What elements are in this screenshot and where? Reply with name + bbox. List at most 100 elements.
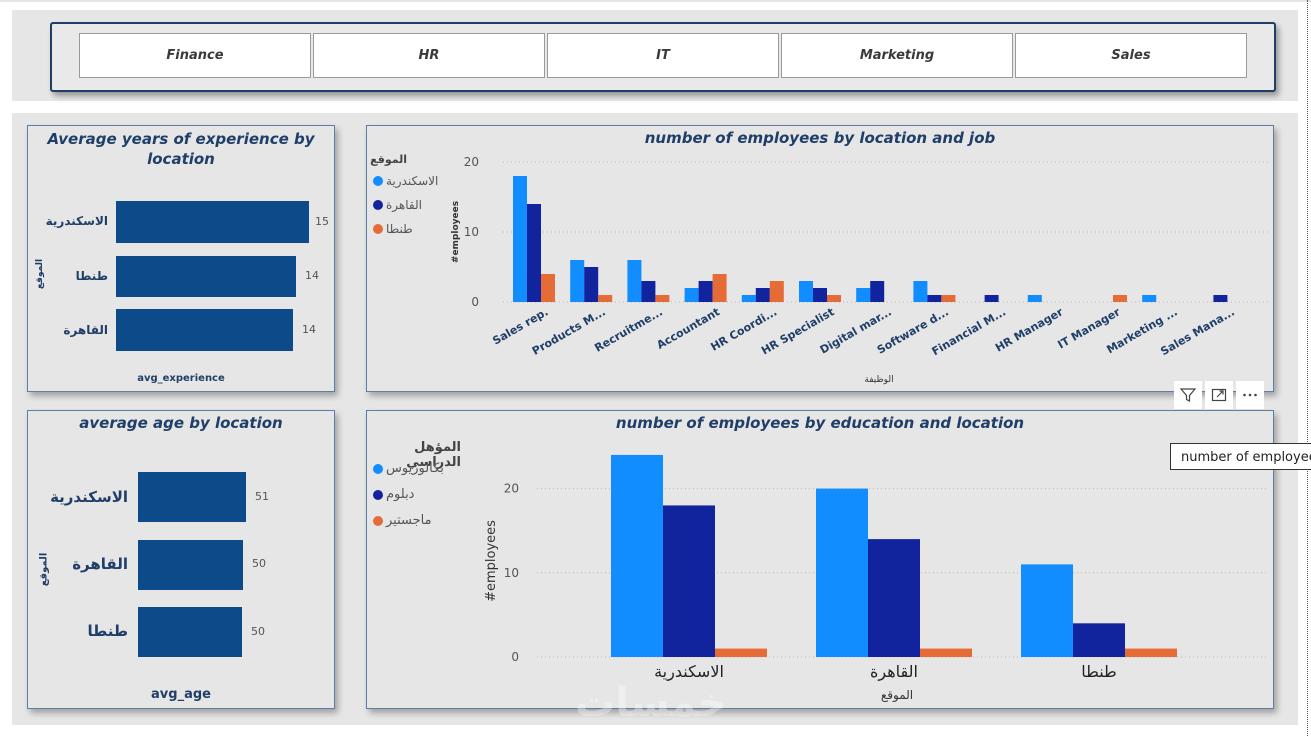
legend-label: دبلوم	[386, 487, 415, 502]
legend-marker-icon	[373, 489, 383, 500]
y-tick-label: 0	[511, 650, 519, 664]
y-axis-title: #employees	[451, 201, 461, 263]
legend-marker-icon	[373, 176, 383, 186]
bar	[527, 204, 541, 302]
experience-bar-value: 14	[302, 323, 316, 336]
more-options-icon[interactable]	[1236, 381, 1264, 409]
experience-value-axis-title: avg_experience	[137, 373, 225, 384]
experience-bar-label: القاهرة	[63, 323, 108, 337]
bar	[927, 295, 942, 302]
bar	[741, 295, 756, 302]
bar	[598, 295, 613, 302]
bar	[684, 288, 699, 302]
education-chart-plot: 0 10 20 #employees الموقع الاسكندرية القاهرة طن…	[484, 454, 1269, 703]
experience-bar[interactable]	[116, 309, 293, 351]
bar	[513, 176, 527, 302]
age-bar[interactable]	[138, 472, 246, 522]
legend-label: ماجستير	[386, 513, 432, 528]
bar	[984, 295, 999, 302]
age-bar-label: طنطا	[87, 622, 129, 640]
slicer-item-sales[interactable]: Sales	[1015, 33, 1247, 78]
experience-bar[interactable]	[116, 256, 296, 297]
bar	[813, 288, 827, 302]
education-legend-item[interactable]: بكالوريوس	[373, 461, 444, 476]
bar	[698, 281, 713, 302]
bar	[1142, 295, 1157, 302]
focus-mode-icon[interactable]	[1205, 381, 1233, 409]
slicer-item-finance[interactable]: Finance	[79, 33, 311, 78]
bar	[827, 295, 841, 302]
y-axis-title: #employees	[484, 520, 499, 602]
slicer-item-it[interactable]: IT	[547, 33, 779, 78]
bar	[769, 281, 784, 302]
jobs-chart-title: number of employees by location and job	[644, 129, 996, 147]
experience-title-line2: location	[147, 150, 215, 168]
legend-label: الاسكندرية	[386, 174, 439, 188]
bar	[570, 260, 585, 302]
watermark: خمسات	[575, 680, 727, 726]
bar	[584, 267, 599, 302]
age-by-location-visual[interactable]: average age by location الموقع الاسكندري…	[27, 410, 335, 709]
x-axis-title: الوظيفة	[864, 375, 893, 385]
legend-marker-icon	[373, 224, 383, 234]
age-bar-value: 50	[252, 557, 266, 570]
bar	[941, 295, 956, 302]
visual-tooltip: number of employees by location and job	[1170, 443, 1311, 470]
y-tick-label: 0	[471, 295, 479, 309]
jobs-legend-item[interactable]: طنطا	[373, 222, 413, 236]
employees-by-education-location-visual[interactable]: number of employees by education and loc…	[366, 410, 1274, 709]
jobs-legend-item[interactable]: الاسكندرية	[373, 174, 438, 188]
experience-bar-label: الاسكندرية	[45, 214, 108, 228]
age-bar-label: الاسكندرية	[50, 488, 128, 506]
y-tick-label: 20	[464, 155, 479, 169]
legend-marker-icon	[373, 515, 383, 526]
slicer-item-marketing[interactable]: Marketing	[781, 33, 1013, 78]
x-tick-label: الاسكندرية	[654, 662, 724, 682]
legend-marker-icon	[373, 200, 383, 210]
age-bar[interactable]	[138, 540, 243, 590]
age-bar-value: 50	[251, 625, 265, 638]
bar	[1113, 295, 1127, 302]
jobs-legend-item[interactable]: القاهرة	[373, 198, 422, 212]
experience-chart-title: Average years of experience by location	[28, 129, 334, 169]
bar	[715, 648, 767, 657]
education-legend-item[interactable]: دبلوم	[373, 487, 414, 502]
bar	[611, 454, 663, 657]
bar	[641, 281, 656, 302]
education-chart-title: number of employees by education and loc…	[615, 414, 1025, 432]
bar	[1027, 295, 1042, 302]
top-divider	[0, 0, 1311, 2]
slicer-item-hr[interactable]: HR	[313, 33, 545, 78]
legend-marker-icon	[373, 463, 383, 474]
legend-label: طنطا	[386, 222, 413, 236]
x-tick-label: القاهرة	[870, 662, 918, 682]
experience-by-location-visual[interactable]: Average years of experience by location …	[27, 125, 335, 392]
education-legend-item[interactable]: ماجستير	[373, 513, 432, 528]
age-chart-title: average age by location	[79, 414, 283, 432]
experience-bar[interactable]	[116, 201, 309, 243]
filter-icon[interactable]	[1174, 381, 1202, 409]
employees-by-location-job-visual[interactable]: number of employees by location and job …	[366, 125, 1274, 392]
age-value-axis-title: avg_age	[151, 687, 211, 702]
bar	[663, 505, 715, 657]
experience-bar-value: 15	[315, 215, 329, 228]
bar	[920, 648, 972, 657]
legend-label: القاهرة	[386, 198, 422, 212]
bar	[1125, 648, 1177, 657]
age-bar[interactable]	[138, 607, 242, 657]
bar	[655, 295, 670, 302]
x-axis-title: الموقع	[881, 688, 913, 703]
bar	[1021, 564, 1073, 657]
experience-bar-label: طنطا	[75, 269, 108, 283]
y-tick-label: 20	[504, 482, 519, 496]
experience-title-line1: Average years of experience by	[47, 130, 315, 148]
age-bar-value: 51	[255, 490, 269, 503]
age-bar-label: القاهرة	[72, 555, 128, 573]
education-legend-title: المؤهل الدراسي	[406, 440, 461, 470]
bar	[816, 488, 868, 657]
bar	[799, 281, 813, 302]
bar	[541, 274, 555, 302]
jobs-legend-title: الموقع	[370, 153, 407, 166]
bar	[913, 281, 928, 302]
